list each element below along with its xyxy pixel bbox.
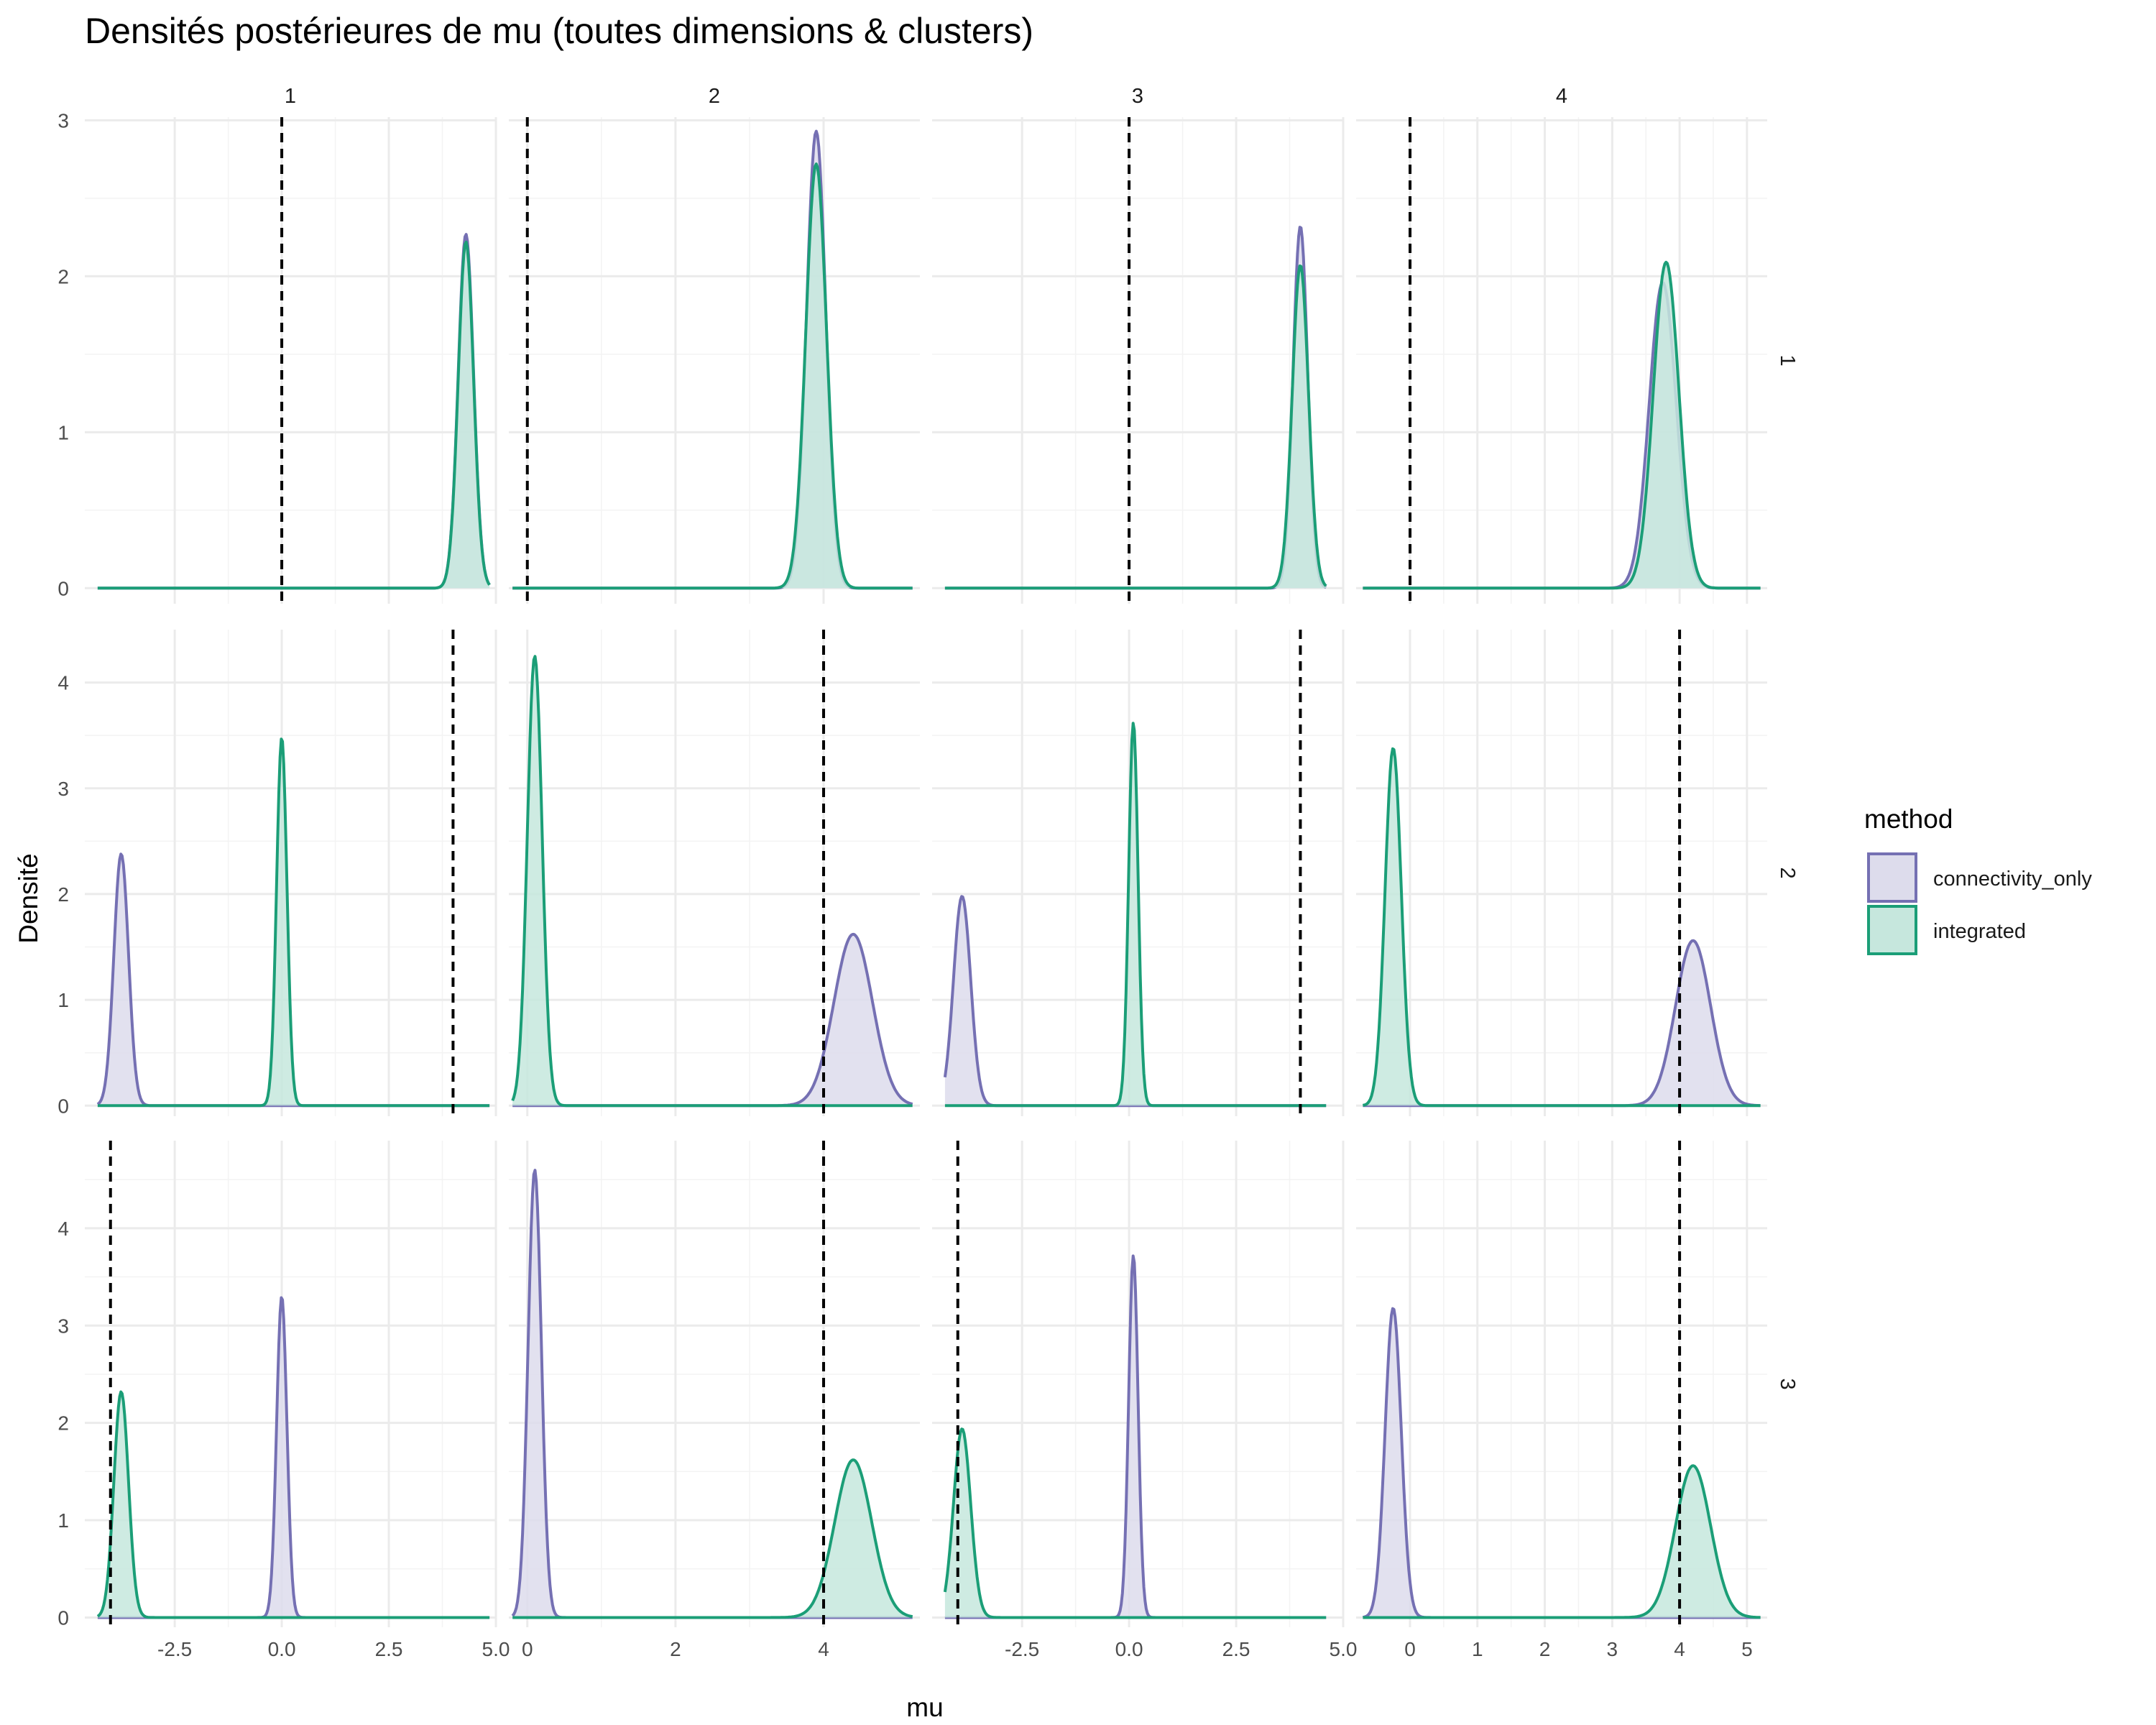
density-line-integrated [97,737,490,1108]
x-tick-label: 5.0 [482,1638,510,1660]
density-area-integrated [97,242,490,589]
facet-row-label: 2 [1776,867,1799,878]
facet-panel [932,117,1345,604]
x-tick-label: 0.0 [1115,1638,1143,1660]
density-line-integrated [512,1458,913,1619]
x-tick-label: -2.5 [1005,1638,1039,1660]
y-tick-label: 4 [57,672,69,694]
y-tick-label: 1 [57,1509,69,1532]
facet-column-label: 3 [1132,85,1143,108]
density-line-connectivity_only [97,233,491,590]
density-line-integrated [943,1427,1327,1619]
x-tick-label: 4 [818,1638,829,1660]
y-tick-label: 2 [57,1412,69,1435]
density-line-integrated [96,1390,490,1619]
y-tick-label: 4 [57,1218,69,1240]
facet-column-label: 4 [1556,85,1567,108]
chart-title: Densités postérieures de mu (toutes dime… [85,11,1033,51]
legend: method connectivity_only integrated [1864,804,2092,955]
x-tick-label: 2 [1539,1638,1551,1660]
density-area-connectivity_only [1363,1308,1761,1618]
x-axis-title: mu [906,1693,943,1722]
facet-column-label: 2 [709,85,720,108]
density-line-connectivity_only [512,129,913,590]
density-area-integrated [1363,262,1761,589]
y-tick-label: 0 [57,577,69,599]
facet-panel [509,117,920,604]
density-area-integrated [512,164,913,589]
density-line-integrated [511,655,913,1108]
x-tick-label: 1 [1472,1638,1483,1660]
x-tick-label: 0.0 [268,1638,296,1660]
legend-label: integrated [1933,920,2026,943]
facet-panels: 1 2 3 4 1 2 3 0 1 2 3 0 1 2 3 4 0 1 2 3 4 -2.5 0.0 2.5 5.0 0 2 4 -2.… [57,85,1799,1660]
density-line-integrated [97,240,491,590]
density-area-integrated [512,1460,913,1618]
x-tick-label: 5.0 [1330,1638,1358,1660]
y-tick-label: 2 [57,265,69,288]
y-tick-label: 1 [57,989,69,1011]
density-area-connectivity_only [97,1297,490,1618]
y-tick-label: 0 [57,1095,69,1117]
density-area-connectivity_only [512,934,913,1106]
facet-panel: 0 1 2 3 [57,109,497,604]
density-area-connectivity_only [1363,282,1761,589]
density-line-connectivity_only [944,226,1327,590]
y-tick-label: 2 [57,883,69,906]
y-axis-title: Densité [14,853,43,943]
facet-column-label: 1 [285,85,296,108]
density-area-integrated [944,723,1327,1106]
y-tick-label: 1 [57,421,69,443]
density-line-integrated [1363,260,1761,590]
x-tick-label: 0 [1404,1638,1416,1660]
density-area-connectivity_only [97,234,490,589]
x-tick-label: 2.5 [375,1638,403,1660]
x-tick-label: 0 [522,1638,533,1660]
y-tick-label: 0 [57,1606,69,1629]
facet-panel [1356,117,1767,604]
legend-key-connectivity_only [1867,852,1917,903]
density-line-integrated [1363,1464,1761,1619]
density-area-integrated [1363,748,1761,1106]
legend-title: method [1864,804,1953,834]
facet-panel: 0 1 2 3 4 [57,630,497,1117]
facet-panel [932,630,1345,1116]
facet-panel [1356,630,1767,1116]
density-area-connectivity_only [512,131,913,589]
y-tick-label: 3 [57,778,69,800]
density-area-connectivity_only [944,227,1327,589]
y-tick-label: 3 [57,1315,69,1337]
y-tick-label: 3 [57,109,69,132]
density-area-connectivity_only [1363,940,1761,1106]
x-tick-label: 4 [1674,1638,1685,1660]
facet-panel [509,630,920,1116]
density-line-integrated [1363,747,1761,1108]
density-area-integrated [1363,1466,1761,1618]
density-line-integrated [512,162,913,590]
legend-key-integrated [1867,905,1917,955]
density-area-integrated [97,739,490,1106]
facet-panel: 0 2 4 [509,1141,920,1660]
x-tick-label: 2.5 [1222,1638,1250,1660]
x-tick-label: 5 [1741,1638,1753,1660]
facet-panel: 0 1 2 3 4 -2.5 0.0 2.5 5.0 [57,1141,510,1660]
density-line-integrated [944,722,1327,1108]
facet-row-label: 3 [1776,1378,1799,1389]
density-area-connectivity_only [944,1256,1327,1618]
density-line-connectivity_only [1363,281,1761,590]
x-tick-label: 3 [1607,1638,1618,1660]
facet-panel: -2.5 0.0 2.5 5.0 [932,1141,1357,1660]
facet-row-label: 1 [1776,354,1799,366]
x-tick-label: 2 [670,1638,681,1660]
x-tick-label: -2.5 [157,1638,192,1660]
legend-label: connectivity_only [1933,868,2092,891]
density-line-integrated [944,264,1327,590]
density-area-integrated [944,266,1327,589]
facet-panel: 0 1 2 3 4 5 [1356,1141,1767,1660]
density-line-connectivity_only [97,1296,490,1619]
